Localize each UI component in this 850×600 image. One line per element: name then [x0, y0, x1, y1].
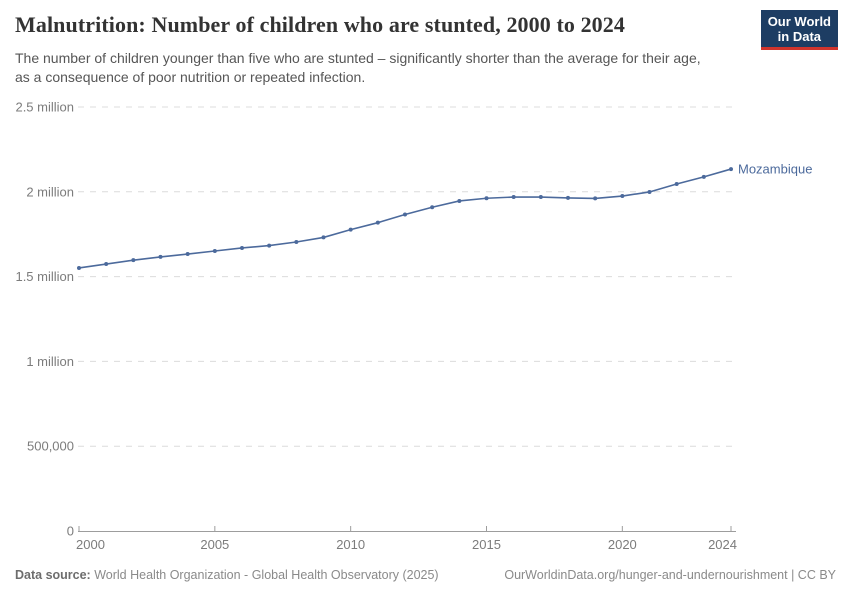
- data-point: [375, 220, 380, 225]
- y-axis-label: 2.5 million: [15, 100, 74, 115]
- x-axis-label: 2024: [708, 537, 737, 552]
- x-axis-label: 2020: [608, 537, 637, 552]
- data-point: [729, 167, 733, 172]
- data-point: [511, 195, 516, 200]
- data-point: [321, 235, 326, 240]
- data-point: [484, 196, 489, 201]
- y-axis-label: 1 million: [26, 354, 74, 369]
- chart-subtitle: The number of children younger than five…: [15, 49, 701, 87]
- y-axis-label: 0: [67, 524, 74, 539]
- data-source-label: Data source:: [15, 568, 91, 582]
- y-axis-label: 1.5 million: [15, 269, 74, 284]
- x-axis-label: 2000: [76, 537, 105, 552]
- data-source-text: World Health Organization - Global Healt…: [94, 568, 439, 582]
- data-point: [185, 252, 190, 257]
- chart-subtitle-line-1: The number of children younger than five…: [15, 50, 701, 66]
- data-line: [78, 168, 732, 269]
- data-point: [240, 245, 244, 250]
- chart-subtitle-line-2: as a consequence of poor nutrition or re…: [15, 69, 366, 85]
- data-point: [701, 174, 706, 179]
- data-point: [430, 205, 435, 210]
- owid-logo-line-1: Our World: [767, 14, 831, 29]
- data-point: [593, 196, 598, 201]
- data-point: [158, 254, 163, 259]
- x-axis-label: 2005: [200, 537, 229, 552]
- data-point: [212, 248, 217, 253]
- page-title: Malnutrition: Number of children who are…: [15, 12, 625, 37]
- footer-link[interactable]: OurWorldinData.org/hunger-and-undernouri…: [504, 568, 836, 582]
- x-axis-label: 2010: [336, 537, 365, 552]
- data-point: [457, 198, 462, 203]
- y-axis-label: 500,000: [27, 439, 74, 454]
- data-point: [538, 195, 543, 200]
- owid-logo[interactable]: Our World in Data: [760, 10, 838, 50]
- data-point: [566, 195, 570, 200]
- series-label: Mozambique: [738, 162, 812, 177]
- data-point: [294, 240, 299, 245]
- data-point: [348, 227, 353, 232]
- data-point: [131, 258, 136, 263]
- data-point: [403, 212, 407, 217]
- data-source: Data source: World Health Organization -…: [15, 568, 439, 582]
- chart-footer: Data source: World Health Organization -…: [15, 568, 836, 582]
- x-axis-label: 2015: [472, 537, 501, 552]
- y-axis-label: 2 million: [26, 184, 74, 199]
- data-point: [77, 265, 81, 270]
- data-point: [104, 262, 109, 267]
- owid-logo-line-2: in Data: [777, 29, 822, 44]
- data-point: [267, 243, 272, 248]
- data-point: [647, 189, 652, 194]
- data-point: [674, 181, 679, 186]
- data-point: [620, 194, 625, 199]
